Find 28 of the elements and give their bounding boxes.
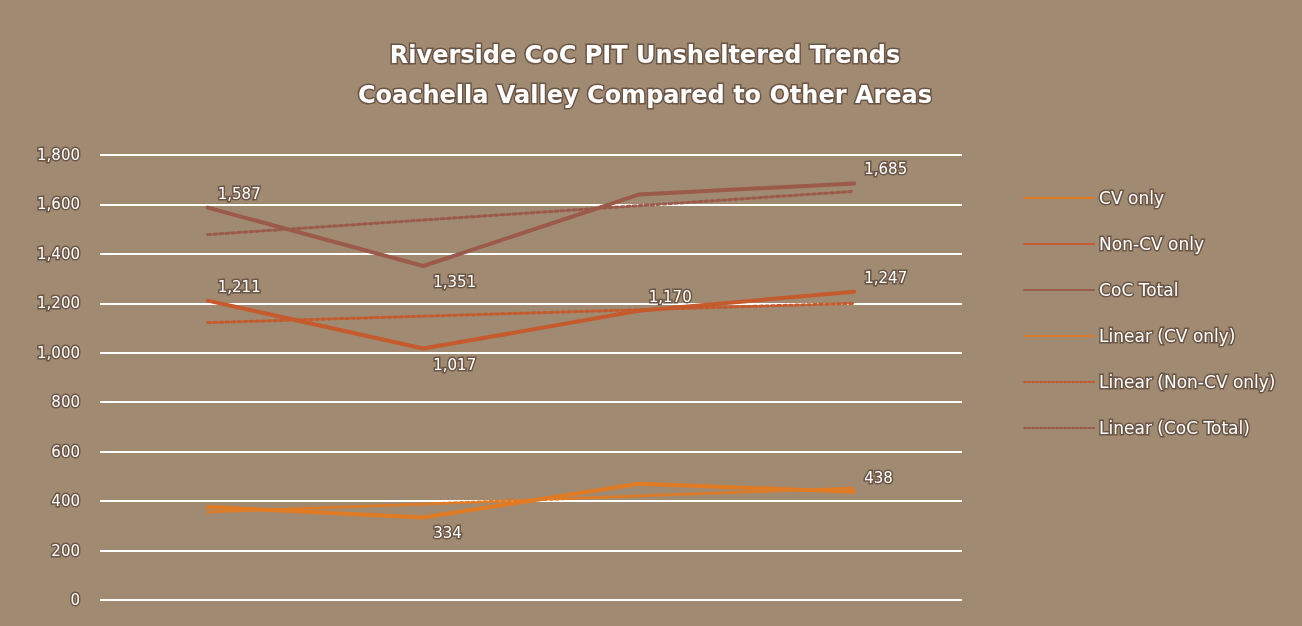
legend-label: CV only	[1099, 188, 1164, 208]
chart-title: Riverside CoC PIT Unsheltered Trends Coachella Valley Compared to Other Areas	[357, 41, 933, 109]
data-label: 1,685	[864, 160, 908, 179]
data-label: 334	[433, 524, 462, 543]
legend-label: CoC Total	[1099, 280, 1179, 300]
data-label: 1,170	[648, 287, 692, 306]
legend-label: Linear (CV only)	[1099, 326, 1236, 346]
data-label: 1,587	[217, 184, 261, 203]
line-series	[205, 481, 857, 520]
y-tick-label: 0	[70, 591, 80, 609]
line-series	[205, 181, 857, 268]
y-tick-label: 200	[51, 541, 80, 560]
data-label: 1,211	[217, 277, 261, 296]
legend-label: Non-CV only	[1099, 234, 1204, 254]
data-label: 1,247	[864, 268, 908, 287]
y-tick-label: 800	[51, 393, 80, 412]
y-tick-label: 1,200	[37, 294, 80, 313]
y-tick-label: 1,600	[37, 195, 80, 214]
y-tick-label: 400	[51, 492, 80, 511]
legend-label: Linear (CoC Total)	[1099, 418, 1250, 438]
legend-label: Linear (Non-CV only)	[1099, 372, 1276, 392]
data-label: 1,351	[433, 273, 477, 291]
y-tick-label: 1,000	[37, 343, 80, 362]
data-label: 1,017	[433, 355, 477, 374]
y-tick-label: 1,800	[37, 146, 80, 164]
y-tick-label: 1,400	[37, 244, 80, 263]
y-tick-label: 600	[51, 442, 80, 461]
data-label: 438	[864, 468, 893, 487]
